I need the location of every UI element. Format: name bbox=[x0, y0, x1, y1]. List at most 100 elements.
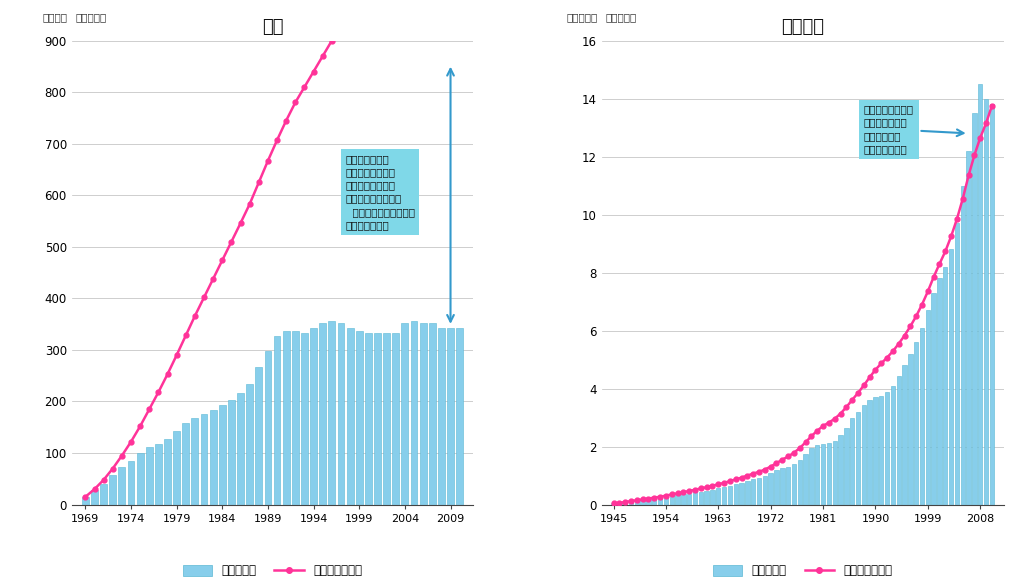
Bar bbox=[137, 453, 143, 505]
Bar bbox=[429, 323, 435, 505]
Bar bbox=[292, 331, 299, 505]
Bar bbox=[91, 490, 98, 505]
Text: 投資額をストック
額が上回る部分
＝市場評価が
投資額を上回る: 投資額をストック 額が上回る部分 ＝市場評価が 投資額を上回る bbox=[864, 104, 964, 154]
Bar bbox=[164, 438, 171, 505]
Text: 投資額の累計と
ストック額の差分
・市場価値の低さ
（それを前提にした
  固定資本減耗の速さ）
・減失率の高さ: 投資額の累計と ストック額の差分 ・市場価値の低さ （それを前提にした 固定資本… bbox=[345, 154, 415, 230]
Bar bbox=[438, 328, 444, 505]
Bar bbox=[319, 323, 326, 505]
Bar bbox=[897, 376, 901, 505]
Bar bbox=[329, 321, 335, 505]
Bar bbox=[891, 386, 895, 505]
Bar bbox=[716, 488, 721, 505]
Bar bbox=[301, 334, 308, 505]
Text: （兆ドル）: （兆ドル） bbox=[566, 12, 598, 22]
Title: アメリカ: アメリカ bbox=[781, 18, 824, 37]
Bar bbox=[809, 448, 814, 505]
Bar bbox=[978, 84, 982, 505]
Bar bbox=[844, 428, 849, 505]
Bar bbox=[273, 336, 281, 505]
Bar bbox=[733, 484, 738, 505]
Bar bbox=[873, 397, 878, 505]
Bar bbox=[420, 323, 427, 505]
Bar bbox=[238, 393, 244, 505]
Bar bbox=[617, 502, 622, 505]
Bar bbox=[728, 486, 732, 505]
Bar bbox=[867, 400, 871, 505]
Bar bbox=[128, 461, 134, 505]
Bar bbox=[739, 483, 743, 505]
Bar bbox=[967, 151, 971, 505]
Bar bbox=[914, 342, 919, 505]
Bar bbox=[856, 412, 860, 505]
Bar bbox=[310, 328, 317, 505]
Bar bbox=[833, 441, 837, 505]
Bar bbox=[182, 423, 189, 505]
Bar bbox=[365, 334, 372, 505]
Bar bbox=[264, 351, 271, 505]
Bar bbox=[815, 445, 819, 505]
Bar bbox=[640, 500, 645, 505]
Bar bbox=[611, 503, 615, 505]
Bar bbox=[635, 501, 639, 505]
Bar bbox=[943, 267, 947, 505]
Bar bbox=[283, 331, 290, 505]
Bar bbox=[984, 99, 988, 505]
Bar bbox=[839, 435, 843, 505]
Bar bbox=[693, 492, 697, 505]
Legend: 住宅資産額, 住宅投資額累計: 住宅資産額, 住宅投資額累計 bbox=[178, 560, 367, 580]
Bar bbox=[954, 223, 959, 505]
Bar bbox=[447, 328, 454, 505]
Bar bbox=[705, 491, 709, 505]
Bar bbox=[191, 418, 199, 505]
Bar bbox=[687, 494, 691, 505]
Bar bbox=[228, 400, 234, 505]
Legend: 住宅資産額, 住宅投資額累計: 住宅資産額, 住宅投資額累計 bbox=[709, 560, 897, 580]
Bar bbox=[676, 495, 680, 505]
Bar bbox=[774, 470, 778, 505]
Bar bbox=[110, 475, 116, 505]
Bar bbox=[629, 501, 633, 505]
Bar bbox=[949, 249, 953, 505]
Bar bbox=[338, 323, 344, 505]
Bar bbox=[932, 293, 936, 505]
Bar bbox=[826, 443, 831, 505]
Bar bbox=[786, 467, 791, 505]
Bar bbox=[210, 410, 217, 505]
Bar bbox=[989, 104, 994, 505]
Bar bbox=[119, 467, 125, 505]
Bar bbox=[937, 278, 942, 505]
Bar bbox=[804, 454, 808, 505]
Bar bbox=[383, 334, 390, 505]
Bar bbox=[355, 331, 362, 505]
Bar bbox=[961, 186, 965, 505]
Bar bbox=[780, 468, 784, 505]
Bar bbox=[246, 385, 253, 505]
Bar bbox=[926, 310, 930, 505]
Text: （実質値）: （実質値） bbox=[606, 12, 637, 22]
Text: （実質値）: （実質値） bbox=[76, 12, 106, 22]
Bar bbox=[173, 431, 180, 505]
Bar bbox=[745, 481, 750, 505]
Title: 日本: 日本 bbox=[262, 18, 284, 37]
Text: （兆円）: （兆円） bbox=[43, 12, 68, 22]
Bar bbox=[219, 405, 225, 505]
Bar bbox=[646, 499, 650, 505]
Bar bbox=[920, 328, 925, 505]
Bar bbox=[145, 447, 153, 505]
Bar bbox=[885, 392, 889, 505]
Bar bbox=[347, 328, 353, 505]
Bar bbox=[972, 113, 977, 505]
Bar bbox=[908, 354, 912, 505]
Bar bbox=[698, 492, 703, 505]
Bar bbox=[722, 487, 726, 505]
Bar bbox=[763, 476, 767, 505]
Bar bbox=[711, 490, 715, 505]
Bar bbox=[100, 484, 108, 505]
Bar bbox=[751, 479, 756, 505]
Bar bbox=[652, 499, 656, 505]
Bar bbox=[82, 497, 89, 505]
Bar bbox=[201, 414, 208, 505]
Bar bbox=[902, 365, 906, 505]
Bar bbox=[392, 334, 399, 505]
Bar bbox=[861, 405, 866, 505]
